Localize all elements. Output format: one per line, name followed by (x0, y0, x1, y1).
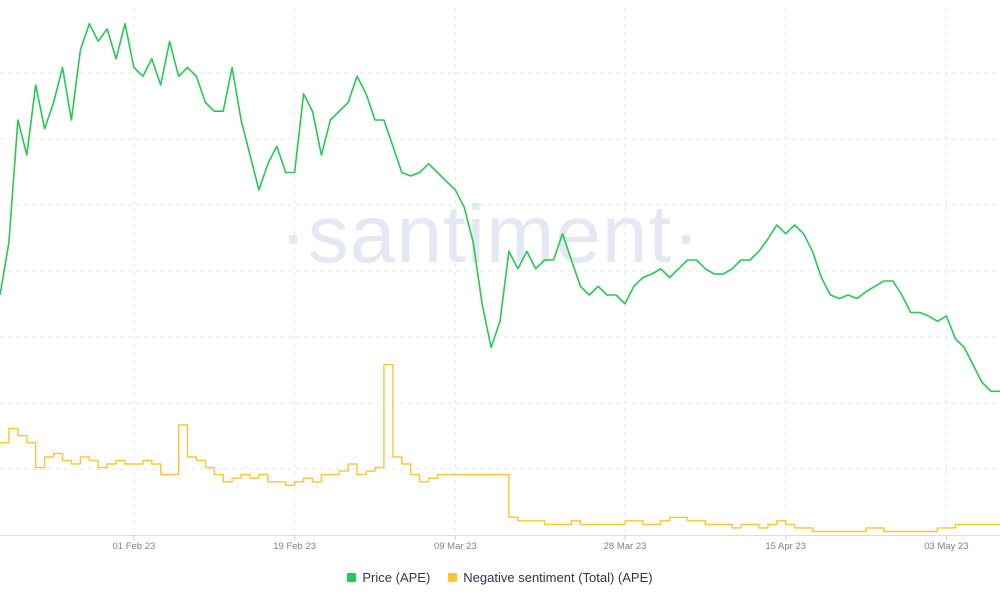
x-tick-label: 28 Mar 23 (604, 541, 647, 552)
x-tick-label: 03 May 23 (924, 541, 968, 552)
legend-swatch-price (347, 572, 357, 582)
x-tick-label: 15 Apr 23 (765, 541, 806, 552)
chart-legend: Price (APE) Negative sentiment (Total) (… (0, 566, 1000, 588)
x-tick-label: 19 Feb 23 (273, 541, 316, 552)
legend-item-price[interactable]: Price (APE) (347, 570, 430, 585)
grid-lines (0, 8, 1000, 535)
negative-sentiment-series-line[interactable] (0, 363, 1000, 533)
santiment-watermark: ·santiment· (279, 189, 700, 280)
price-series-line[interactable] (0, 22, 1000, 393)
legend-item-negative-sentiment[interactable]: Negative sentiment (Total) (APE) (448, 569, 653, 585)
legend-label-price: Price (APE) (362, 569, 431, 585)
x-tick-label: 01 Feb 23 (113, 541, 156, 552)
legend-swatch-negative-sentiment (448, 572, 458, 582)
legend-label-negative-sentiment: Negative sentiment (Total) (APE) (463, 569, 653, 585)
series-lines (0, 22, 1000, 533)
x-axis-ticks: 01 Feb 23 19 Feb 23 09 Mar 23 28 Mar 23 15 A… (113, 535, 969, 552)
x-tick-label: 09 Mar 23 (434, 541, 477, 552)
